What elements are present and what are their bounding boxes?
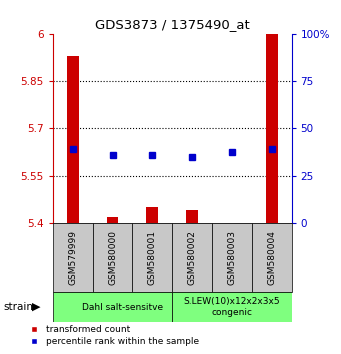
Bar xyxy=(132,223,172,292)
Bar xyxy=(106,217,119,223)
Bar xyxy=(172,223,212,292)
Bar xyxy=(212,223,252,292)
Bar xyxy=(67,56,79,223)
Text: GSM580004: GSM580004 xyxy=(267,230,276,285)
Text: S.LEW(10)x12x2x3x5
congenic: S.LEW(10)x12x2x3x5 congenic xyxy=(183,297,280,317)
Text: strain: strain xyxy=(3,302,33,312)
Bar xyxy=(146,207,158,223)
Bar xyxy=(266,34,278,223)
Text: GSM580001: GSM580001 xyxy=(148,230,157,285)
Bar xyxy=(53,292,172,322)
Text: GSM580003: GSM580003 xyxy=(227,230,236,285)
Title: GDS3873 / 1375490_at: GDS3873 / 1375490_at xyxy=(95,18,250,31)
Bar xyxy=(93,223,132,292)
Text: GSM579999: GSM579999 xyxy=(68,230,77,285)
Bar xyxy=(53,223,93,292)
Text: GSM580002: GSM580002 xyxy=(188,230,197,285)
Bar xyxy=(252,223,292,292)
Bar xyxy=(186,210,198,223)
Text: Dahl salt-sensitve: Dahl salt-sensitve xyxy=(82,303,163,312)
Text: GSM580000: GSM580000 xyxy=(108,230,117,285)
Legend: transformed count, percentile rank within the sample: transformed count, percentile rank withi… xyxy=(21,321,203,349)
Text: ▶: ▶ xyxy=(32,302,40,312)
Bar xyxy=(172,292,292,322)
